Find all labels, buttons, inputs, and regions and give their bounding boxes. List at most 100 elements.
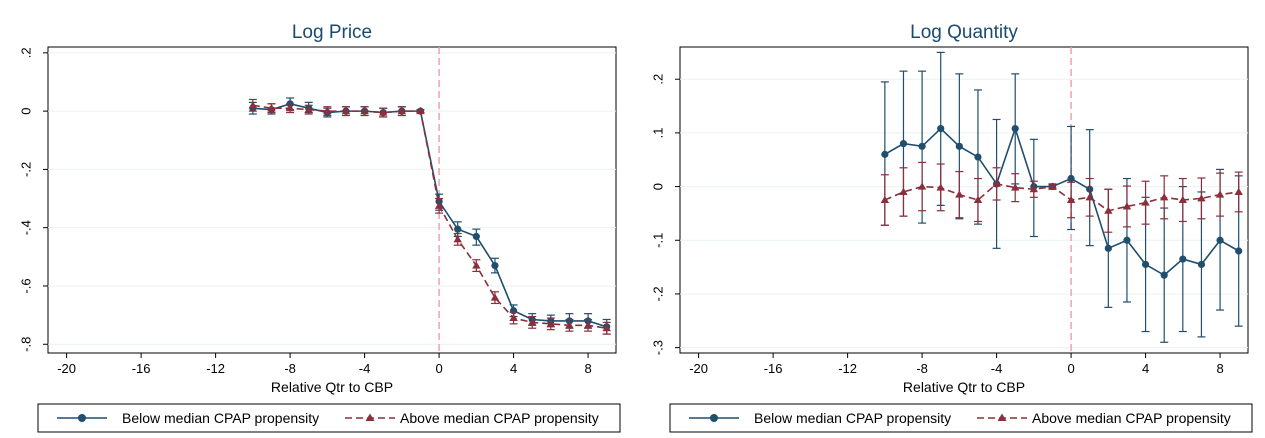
x-tick-label: 0 [435, 361, 442, 376]
data-point [1141, 198, 1150, 206]
series-above [880, 161, 1243, 233]
x-tick-label: -4 [991, 361, 1003, 376]
x-tick-label: -4 [359, 361, 371, 376]
log-price-chart-panel: Log Price Relative Qtr to CBP .2 0 -.2 -.4 -… [0, 0, 632, 438]
x-tick-label: -20 [689, 361, 708, 376]
data-point [416, 106, 425, 115]
data-point [454, 225, 462, 233]
legend-label-above: Above median CPAP propensity [1032, 410, 1231, 426]
data-point [937, 125, 945, 133]
x-tick-label: -8 [284, 361, 296, 376]
y-tick-label: -.1 [651, 233, 666, 248]
data-point [1066, 195, 1076, 203]
data-point [546, 319, 556, 327]
data-point [1234, 187, 1243, 195]
x-tick-label: 4 [1142, 361, 1149, 376]
data-point [602, 324, 611, 332]
x-tick-label: -8 [916, 361, 928, 376]
data-point [379, 108, 388, 116]
y-tick-label: -.2 [19, 162, 34, 177]
data-point [881, 150, 889, 158]
data-point [1216, 236, 1224, 244]
data-point [397, 106, 407, 115]
y-tick-label: 0 [19, 107, 34, 114]
data-point [974, 153, 982, 161]
y-tick-label: -.2 [651, 286, 666, 301]
data-point [434, 201, 444, 209]
legend-marker-below [710, 414, 718, 422]
data-point [1179, 255, 1187, 263]
data-point [1085, 193, 1094, 201]
x-axis-label: Relative Qtr to CBP [903, 379, 1025, 395]
data-point [472, 232, 480, 241]
x-tick-label: 8 [584, 361, 591, 376]
data-point [304, 105, 313, 113]
x-tick-label: 0 [1067, 361, 1074, 376]
x-tick-label: -12 [838, 361, 857, 376]
data-point [491, 261, 499, 270]
series-line [252, 104, 607, 330]
data-point [1159, 193, 1169, 201]
legend-label-below: Below median CPAP propensity [122, 410, 319, 426]
series-above [248, 98, 611, 335]
x-tick-label: -16 [764, 361, 783, 376]
data-point [1029, 185, 1039, 193]
data-point [1141, 260, 1150, 269]
data-point [899, 140, 908, 148]
data-point [341, 106, 351, 115]
data-point [917, 182, 927, 190]
legend-marker-below [78, 414, 86, 422]
data-point [973, 195, 983, 203]
x-tick-label: 4 [510, 361, 517, 376]
data-point [1011, 183, 1020, 191]
data-point [472, 261, 481, 269]
legend: Below median CPAP propensity Above media… [37, 403, 621, 433]
y-tick-label: 0 [651, 183, 666, 190]
data-point [1197, 194, 1206, 202]
data-point [899, 187, 908, 195]
data-point [248, 101, 258, 109]
data-point [1235, 247, 1243, 255]
y-tick-label: -.3 [651, 340, 666, 355]
x-tick-label: 8 [1216, 361, 1223, 376]
legend-marker-above [365, 413, 375, 421]
data-point [1104, 206, 1113, 214]
data-point [992, 179, 1001, 187]
data-point [955, 142, 963, 150]
data-point [565, 321, 574, 329]
legend-marker-above [997, 413, 1007, 421]
y-tick-label: .1 [651, 127, 666, 138]
data-point [527, 318, 537, 326]
series-line [884, 126, 1240, 277]
data-point [490, 293, 500, 301]
y-tick-label: -.6 [19, 278, 34, 293]
data-point [285, 104, 295, 112]
log-price-chart: Log Price Relative Qtr to CBP .2 0 -.2 -.4 -… [19, 22, 621, 433]
x-tick-label: -12 [206, 361, 225, 376]
data-point [1178, 195, 1188, 203]
y-tick-label: .2 [19, 47, 34, 58]
data-point [1215, 190, 1225, 198]
y-tick-label: .2 [651, 74, 666, 85]
data-point [1067, 174, 1075, 183]
data-point [918, 142, 926, 150]
x-tick-label: -20 [57, 361, 76, 376]
data-point [936, 183, 945, 191]
data-point [1122, 202, 1132, 210]
x-axis-label: Relative Qtr to CBP [271, 379, 393, 395]
log-quantity-chart: Log Quantity Relative Qtr to CBP .2 .1 0 -.… [651, 22, 1253, 433]
legend-label-below: Below median CPAP propensity [754, 410, 951, 426]
data-point [955, 190, 964, 198]
x-tick-label: -16 [132, 361, 151, 376]
legend-label-above: Above median CPAP propensity [400, 410, 599, 426]
chart-title: Log Quantity [910, 22, 1018, 43]
chart-title: Log Price [292, 22, 372, 43]
y-tick-label: -.8 [19, 337, 34, 352]
data-point [583, 321, 593, 329]
legend: Below median CPAP propensity Above media… [669, 403, 1253, 433]
data-point [880, 195, 890, 203]
data-point [1011, 125, 1019, 133]
data-point [323, 106, 332, 115]
data-point [360, 106, 369, 115]
data-point [1160, 271, 1168, 279]
